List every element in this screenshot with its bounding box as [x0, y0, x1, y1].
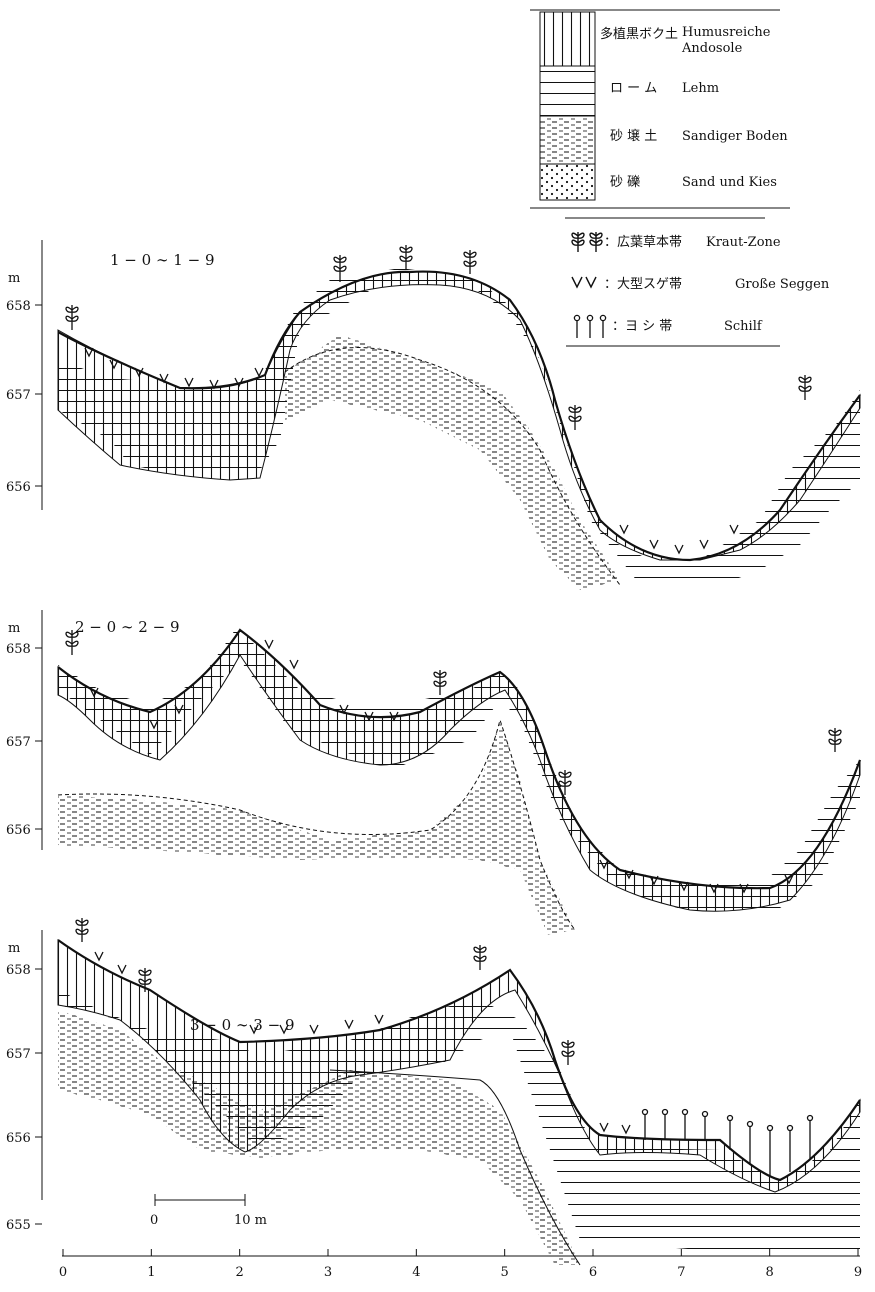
axis-unit: m: [8, 621, 20, 636]
legend-soil-ja: 砂 壌 土: [610, 129, 657, 144]
legend-soil-de: Lehm: [682, 81, 719, 96]
legend: 多植黒ボク土 Humusreiche Andosole ロ ー ム Lehm 砂…: [530, 9, 830, 347]
axis-unit: m: [8, 271, 20, 286]
ground-surface-line: [57, 628, 862, 890]
x-tick-label: 5: [501, 1265, 509, 1280]
x-tick-label: 3: [324, 1265, 332, 1280]
legend-veg-de: Schilf: [724, 319, 763, 334]
legend-veg-de: Große Seggen: [735, 277, 830, 292]
scale-bar: 0 10 m: [150, 1194, 267, 1228]
y-tick-label: 658: [6, 642, 31, 657]
scale-bar-end-label: 10 m: [234, 1213, 267, 1228]
y-tick-label: 656: [6, 480, 31, 495]
legend-soil-ja: 多植黒ボク土: [600, 26, 678, 42]
loam-layer: [58, 630, 860, 915]
x-tick-label: 1: [147, 1265, 155, 1280]
reed-icon: [573, 314, 607, 338]
y-tick-label: 657: [6, 388, 31, 403]
x-tick-label: 6: [589, 1265, 597, 1280]
legend-soil-de2: Andosole: [681, 41, 743, 56]
y-tick-label: 656: [6, 823, 31, 838]
sandy-soil-layer: [58, 720, 575, 935]
y-tick-label: 658: [6, 299, 31, 314]
legend-soil-de: Sand und Kies: [682, 175, 777, 190]
legend-veg-de: Kraut-Zone: [706, 235, 781, 250]
profile-title: 1 − 0 ∼ 1 − 9: [110, 251, 215, 269]
vegetation-markers: [65, 245, 842, 1176]
profile-3: m 658 657 656 655 3 − 0 ∼ 3 − 9: [6, 930, 861, 1266]
x-tick-label: 9: [854, 1265, 862, 1280]
legend-veg-ja: ：大型スゲ帯: [604, 277, 682, 292]
y-tick-label: 656: [6, 1131, 31, 1146]
legend-veg-ja: ：ヨ シ 帯: [612, 319, 672, 334]
y-tick-label: 655: [6, 1218, 31, 1233]
legend-soil-de: Humusreiche: [682, 25, 771, 40]
profile-title: 2 − 0 ∼ 2 − 9: [75, 618, 180, 636]
legend-soil-de: Sandiger Boden: [682, 129, 788, 144]
humus-layer: [57, 629, 861, 912]
x-tick-label: 0: [59, 1265, 67, 1280]
y-tick-label: 657: [6, 735, 31, 750]
sandy-soil-layer: [58, 1010, 580, 1265]
scale-bar-start-label: 0: [150, 1213, 158, 1228]
legend-soil-ja: 砂 礫: [610, 174, 640, 190]
legend-soils: 多植黒ボク土 Humusreiche Andosole ロ ー ム Lehm 砂…: [539, 11, 788, 201]
profile-2: m 658 657 656 2 − 0 ∼ 2 − 9: [6, 610, 862, 935]
y-tick-label: 657: [6, 1047, 31, 1062]
profile-1: m 658 657 656 1 − 0 ∼ 1 − 9: [6, 240, 861, 590]
y-tick-label: 658: [6, 963, 31, 978]
legend-soil-ja: ロ ー ム: [610, 81, 657, 96]
x-tick-label: 2: [236, 1265, 244, 1280]
sandy-soil-layer: [285, 335, 620, 590]
x-tick-label: 4: [412, 1265, 420, 1280]
x-tick-label: 8: [766, 1265, 774, 1280]
x-tick-label: 7: [677, 1265, 685, 1280]
legend-veg-ja: ：広葉草本帯: [604, 235, 682, 250]
axis-unit: m: [8, 941, 20, 956]
x-axis: 0 1 2 3 4 5 6 7 8 9: [59, 1249, 862, 1280]
herb-icon: [571, 232, 603, 252]
sedge-icon: [571, 276, 597, 289]
ground-surface-line: [57, 939, 861, 1182]
legend-vegetation: ：広葉草本帯 Kraut-Zone ：大型スゲ帯 Große Seggen ：ヨ…: [566, 232, 830, 347]
